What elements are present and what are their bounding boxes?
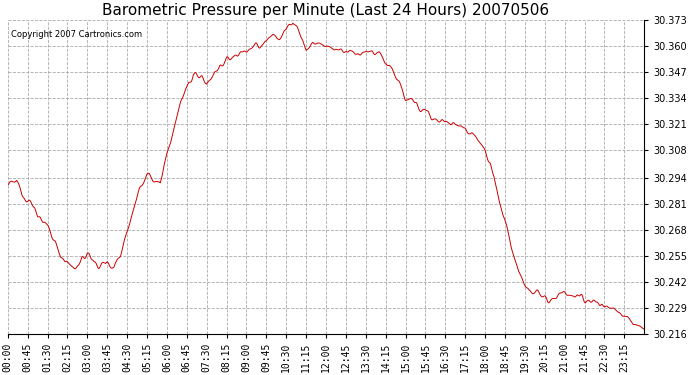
Text: Copyright 2007 Cartronics.com: Copyright 2007 Cartronics.com xyxy=(11,30,142,39)
Title: Barometric Pressure per Minute (Last 24 Hours) 20070506: Barometric Pressure per Minute (Last 24 … xyxy=(102,3,549,18)
